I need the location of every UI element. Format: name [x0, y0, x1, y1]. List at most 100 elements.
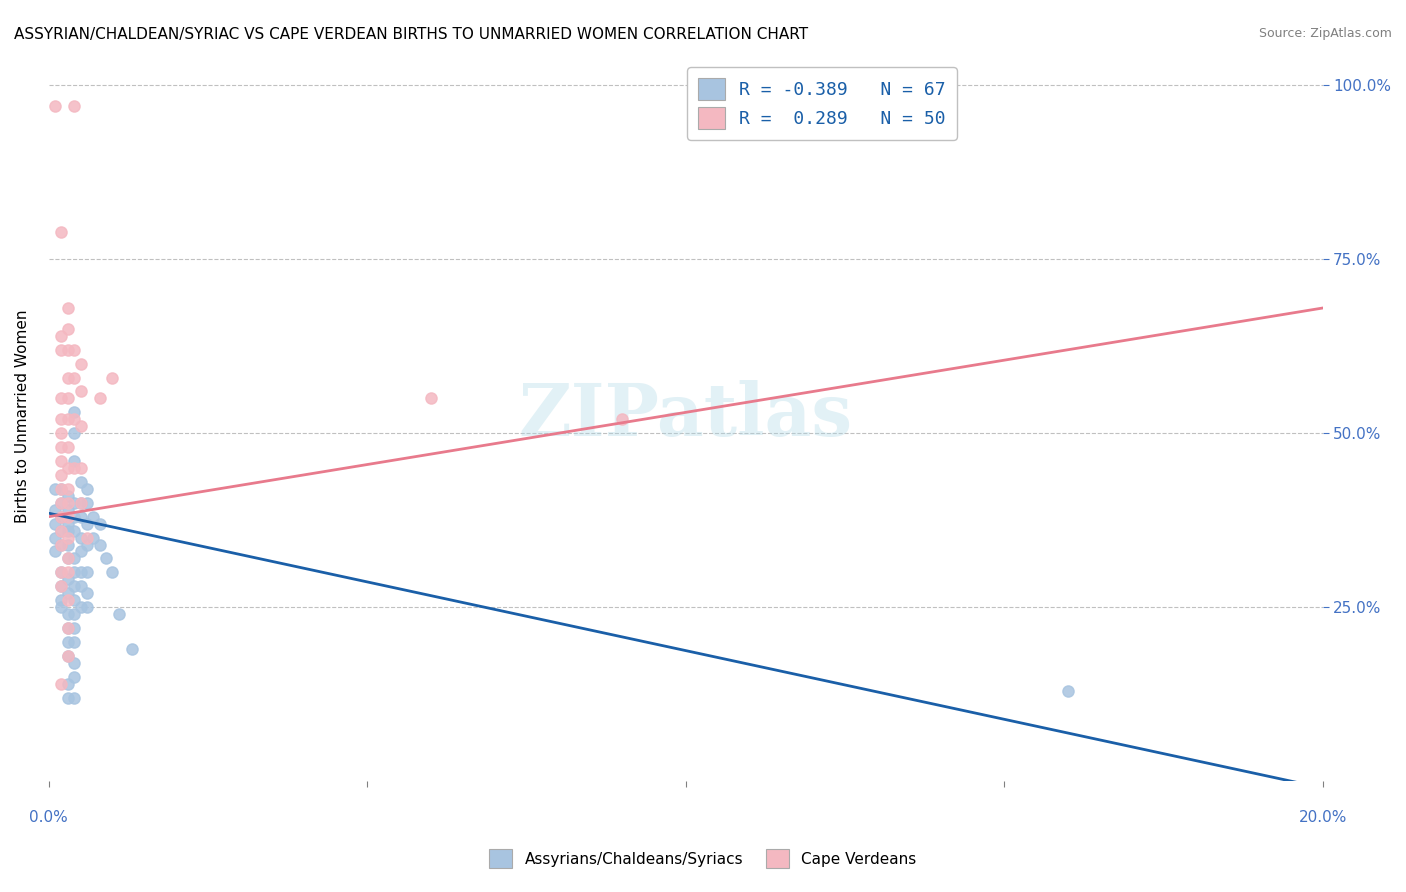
Point	[63, 579, 86, 593]
Point	[51, 600, 73, 615]
Point	[56, 412, 79, 426]
Point	[63, 461, 86, 475]
Point	[51, 676, 73, 690]
Point	[69, 461, 91, 475]
Text: 20.0%: 20.0%	[1298, 810, 1347, 825]
Point	[63, 607, 86, 621]
Point	[69, 496, 91, 510]
Point	[51, 496, 73, 510]
Point	[51, 579, 73, 593]
Point	[63, 670, 86, 684]
Point	[63, 621, 86, 635]
Point	[51, 482, 73, 496]
Point	[56, 621, 79, 635]
Point	[56, 322, 79, 336]
Point	[56, 607, 79, 621]
Point	[76, 566, 98, 580]
Point	[51, 467, 73, 482]
Point	[56, 482, 79, 496]
Point	[51, 412, 73, 426]
Point	[63, 405, 86, 419]
Point	[1056, 683, 1078, 698]
Point	[63, 99, 86, 113]
Point	[94, 551, 117, 566]
Point	[51, 496, 73, 510]
Point	[121, 641, 143, 656]
Point	[63, 524, 86, 538]
Point	[69, 509, 91, 524]
Point	[56, 531, 79, 545]
Legend: R = -0.389   N = 67, R =  0.289   N = 50: R = -0.389 N = 67, R = 0.289 N = 50	[688, 67, 957, 140]
Point	[56, 648, 79, 663]
Point	[76, 586, 98, 600]
Point	[51, 524, 73, 538]
Point	[56, 461, 79, 475]
Text: Source: ZipAtlas.com: Source: ZipAtlas.com	[1258, 27, 1392, 40]
Point	[56, 593, 79, 607]
Point	[51, 392, 73, 406]
Point	[69, 579, 91, 593]
Point	[51, 537, 73, 551]
Point	[63, 426, 86, 441]
Point	[76, 537, 98, 551]
Point	[56, 489, 79, 503]
Point	[56, 572, 79, 586]
Point	[51, 579, 73, 593]
Point	[69, 475, 91, 489]
Point	[56, 440, 79, 454]
Point	[69, 357, 91, 371]
Point	[82, 531, 104, 545]
Point	[51, 225, 73, 239]
Point	[51, 509, 73, 524]
Point	[76, 482, 98, 496]
Point	[76, 516, 98, 531]
Point	[51, 482, 73, 496]
Point	[56, 635, 79, 649]
Point	[56, 621, 79, 635]
Point	[44, 531, 66, 545]
Point	[51, 329, 73, 343]
Point	[63, 343, 86, 357]
Point	[63, 370, 86, 384]
Text: 0.0%: 0.0%	[30, 810, 67, 825]
Point	[51, 566, 73, 580]
Point	[56, 392, 79, 406]
Point	[51, 426, 73, 441]
Point	[610, 412, 633, 426]
Point	[76, 531, 98, 545]
Point	[51, 524, 73, 538]
Point	[69, 544, 91, 558]
Point	[56, 509, 79, 524]
Point	[44, 502, 66, 516]
Point	[51, 343, 73, 357]
Point	[56, 551, 79, 566]
Point	[63, 593, 86, 607]
Point	[101, 370, 124, 384]
Point	[63, 551, 86, 566]
Point	[63, 690, 86, 705]
Point	[63, 656, 86, 670]
Point	[56, 516, 79, 531]
Point	[44, 516, 66, 531]
Point	[63, 635, 86, 649]
Point	[63, 496, 86, 510]
Legend: Assyrians/Chaldeans/Syriacs, Cape Verdeans: Assyrians/Chaldeans/Syriacs, Cape Verdea…	[482, 841, 924, 875]
Point	[44, 544, 66, 558]
Point	[89, 516, 111, 531]
Point	[101, 566, 124, 580]
Point	[56, 648, 79, 663]
Point	[63, 412, 86, 426]
Point	[56, 502, 79, 516]
Point	[56, 343, 79, 357]
Point	[56, 496, 79, 510]
Point	[419, 392, 441, 406]
Point	[108, 607, 131, 621]
Point	[44, 99, 66, 113]
Point	[69, 566, 91, 580]
Text: ZIPatlas: ZIPatlas	[519, 380, 852, 451]
Point	[82, 509, 104, 524]
Point	[56, 676, 79, 690]
Point	[69, 496, 91, 510]
Y-axis label: Births to Unmarried Women: Births to Unmarried Women	[15, 310, 30, 523]
Point	[76, 600, 98, 615]
